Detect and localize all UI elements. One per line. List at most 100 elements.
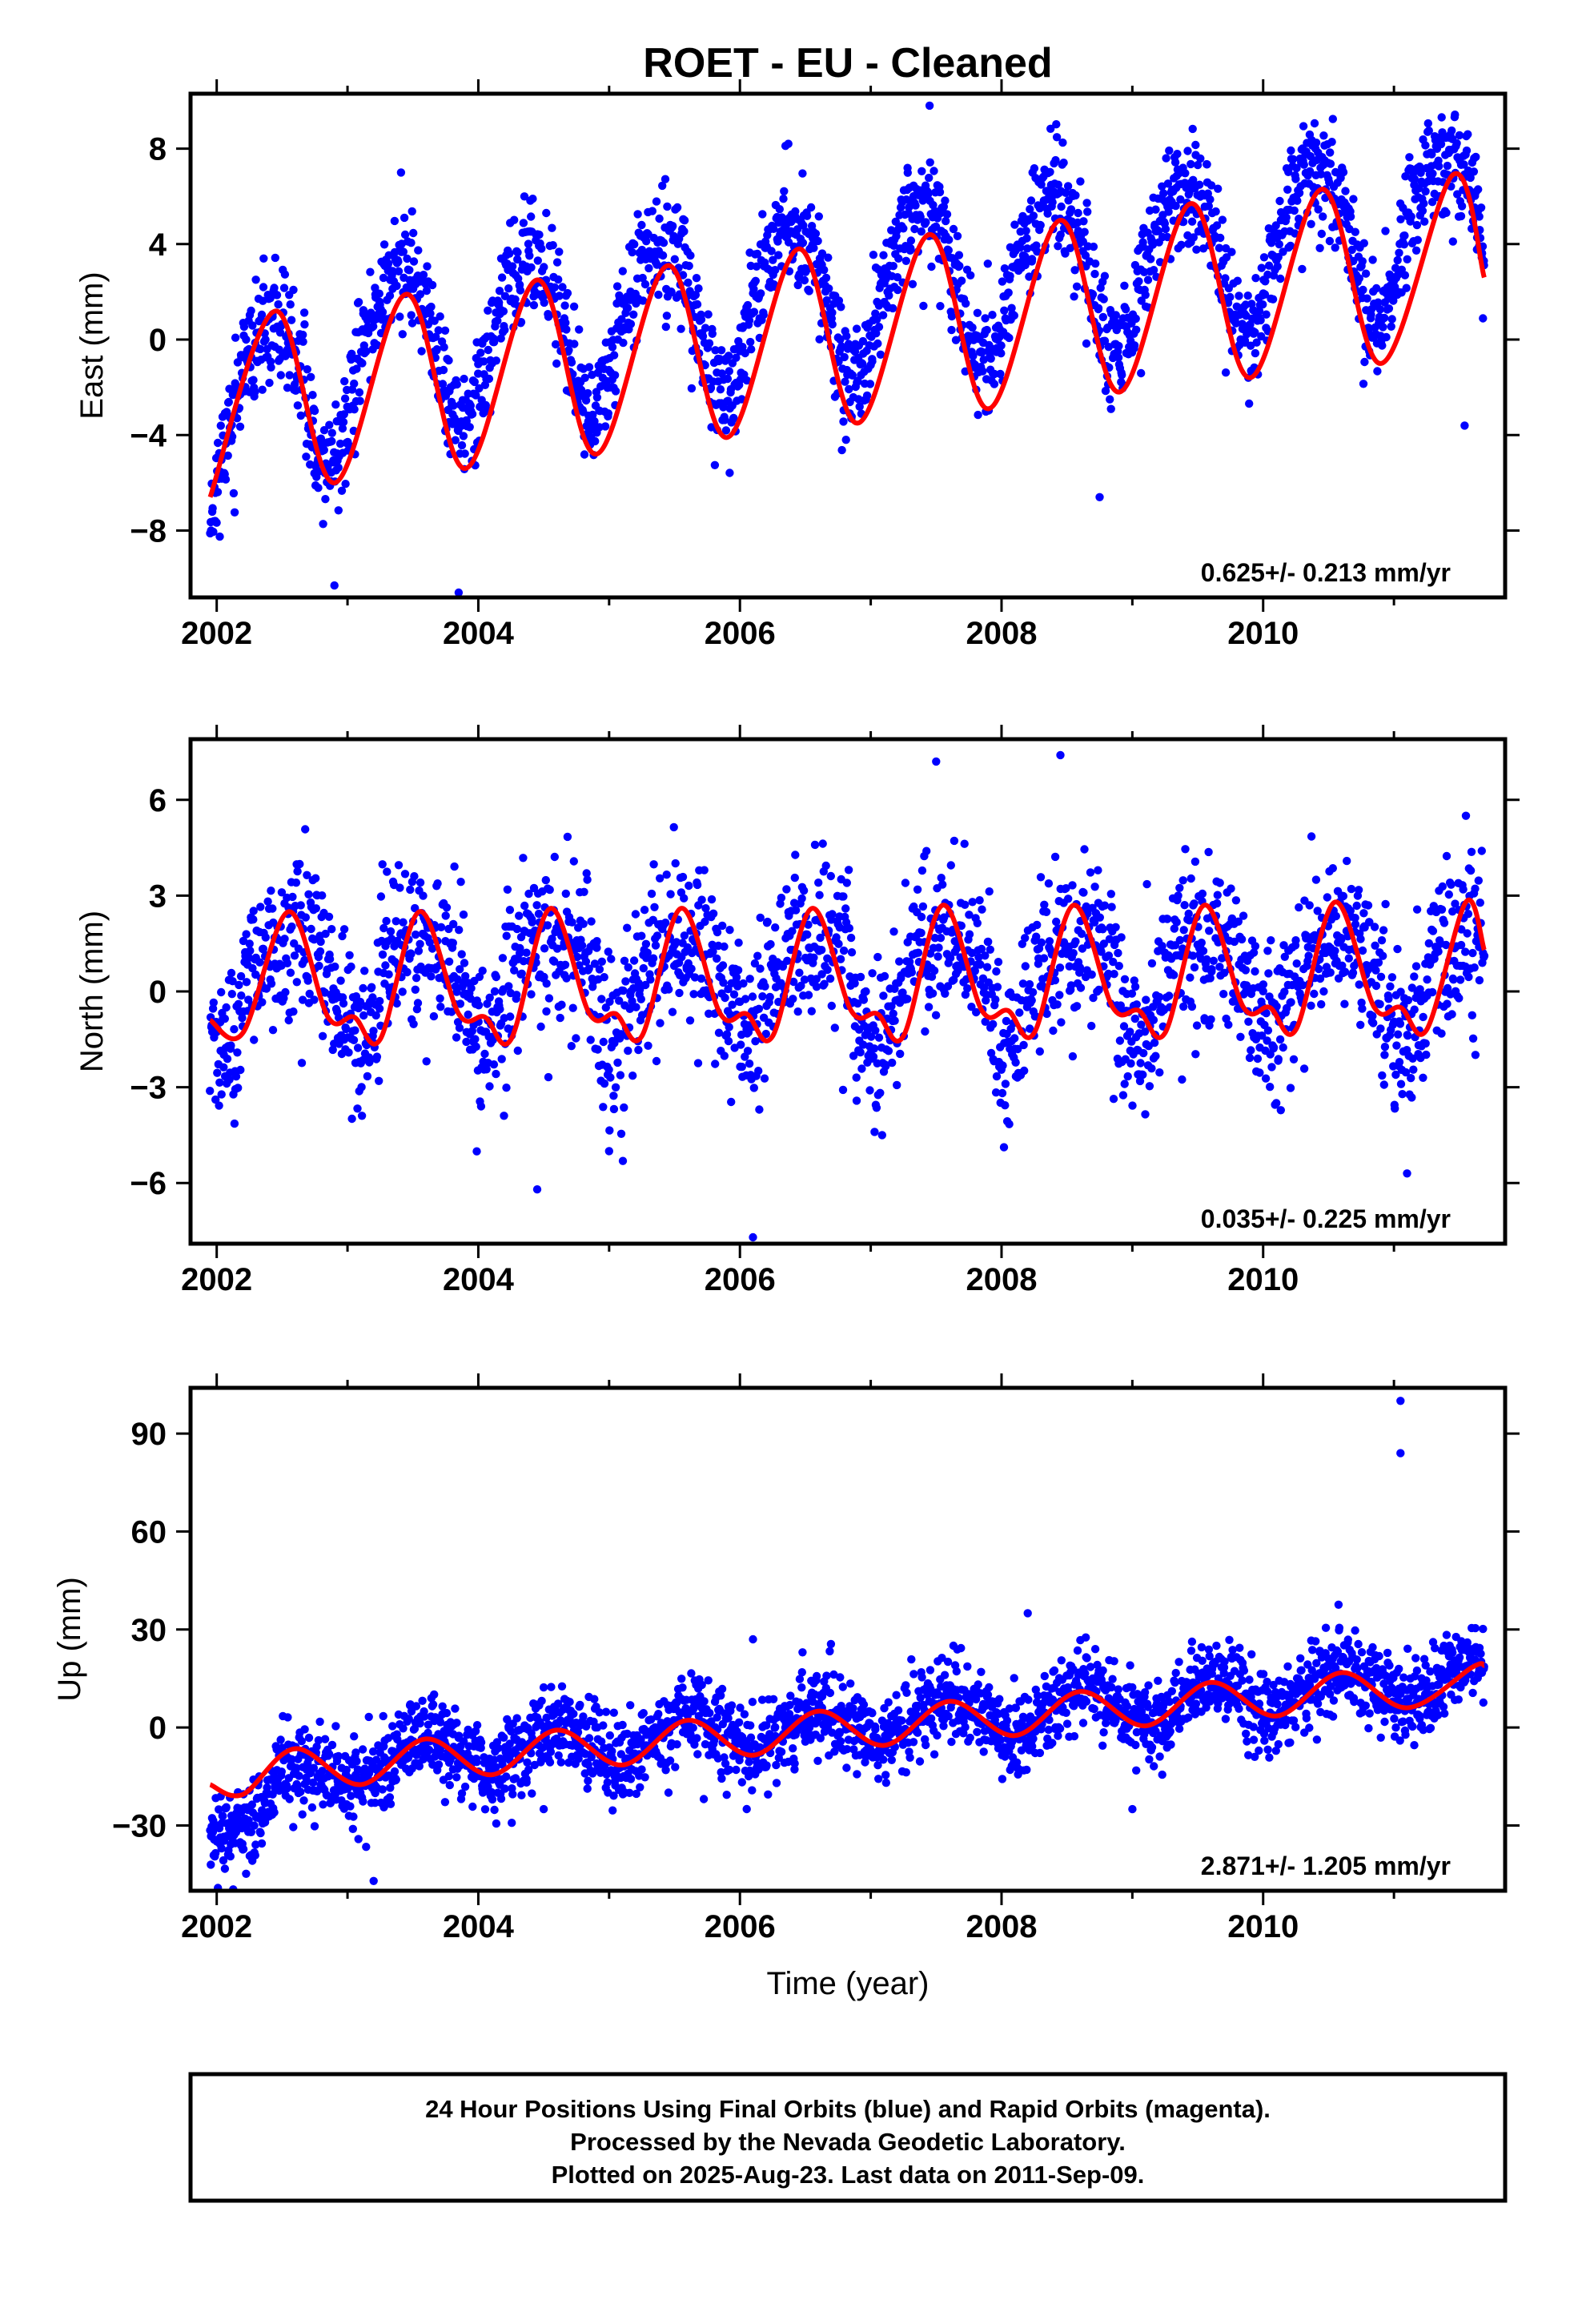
north-point — [1463, 929, 1472, 938]
north-point — [208, 1004, 218, 1013]
east-point — [555, 247, 564, 256]
north-point — [893, 1080, 901, 1090]
east-point — [213, 438, 223, 448]
east-point — [1349, 195, 1358, 203]
up-point — [299, 1796, 308, 1805]
east-point — [1299, 160, 1309, 169]
north-point — [1128, 1101, 1137, 1110]
north-point — [846, 933, 856, 943]
north-point — [618, 1156, 628, 1165]
north-point — [1219, 990, 1228, 999]
up-point — [247, 1800, 256, 1809]
east-point — [379, 240, 389, 249]
east-point — [436, 312, 444, 321]
east-outlier-point — [330, 581, 339, 590]
east-point — [893, 273, 902, 282]
east-point — [527, 263, 536, 272]
east-point — [1191, 140, 1200, 150]
east-rate-label: 0.625+/- 0.213 mm/yr — [1201, 558, 1451, 587]
north-point — [552, 944, 562, 953]
east-point — [1405, 153, 1414, 162]
east-point — [1346, 212, 1355, 221]
east-point — [973, 308, 982, 317]
north-point — [1363, 901, 1373, 910]
north-point — [1331, 911, 1341, 921]
east-point — [858, 336, 868, 346]
north-point — [1419, 1012, 1427, 1022]
east-point — [286, 300, 295, 309]
north-point — [1392, 1041, 1401, 1050]
north-point — [1127, 989, 1137, 998]
east-point — [1054, 180, 1063, 189]
up-point — [319, 1800, 327, 1809]
north-point — [907, 968, 917, 977]
north-point — [888, 1058, 897, 1068]
north-point — [611, 1083, 620, 1092]
east-point — [408, 319, 417, 328]
east-point — [1359, 285, 1367, 295]
north-point — [941, 989, 950, 999]
north-point — [1251, 942, 1260, 951]
north-point — [311, 904, 320, 913]
north-point — [756, 913, 765, 923]
north-point — [647, 889, 656, 899]
north-point — [992, 1072, 1002, 1081]
north-point — [789, 977, 798, 987]
north-point — [605, 1126, 614, 1135]
north-point — [1419, 1073, 1427, 1083]
east-point — [1359, 239, 1369, 247]
north-point — [1170, 971, 1178, 979]
north-point — [235, 980, 243, 990]
east-point — [319, 520, 327, 529]
east-point — [1379, 323, 1387, 332]
east-point — [340, 376, 349, 386]
east-point — [1206, 195, 1215, 204]
north-point — [1443, 999, 1452, 1008]
north-point — [793, 1007, 802, 1016]
north-point — [720, 1051, 729, 1060]
north-point — [414, 947, 424, 955]
up-point — [256, 1828, 265, 1838]
east-point — [662, 312, 672, 320]
north-point — [1428, 927, 1438, 935]
east-point — [1091, 259, 1100, 268]
north-point — [637, 931, 646, 940]
east-point — [302, 452, 311, 461]
east-point — [575, 325, 584, 334]
north-point — [967, 1003, 976, 1011]
north-point — [640, 906, 649, 915]
north-point — [600, 1079, 609, 1088]
north-point — [974, 953, 983, 962]
north-point — [462, 1037, 471, 1047]
east-point — [247, 306, 255, 316]
north-point — [1191, 857, 1200, 866]
north-point — [913, 885, 922, 895]
north-point — [1154, 992, 1164, 1002]
east-point — [1089, 242, 1098, 251]
north-point — [732, 973, 741, 982]
east-point — [1407, 212, 1415, 221]
north-point — [227, 1041, 235, 1050]
north-point — [859, 995, 869, 1004]
north-point — [411, 930, 420, 939]
north-point — [1188, 951, 1198, 960]
north-point — [1100, 901, 1110, 910]
east-point — [434, 326, 443, 335]
north-point — [1209, 956, 1219, 966]
north-point — [745, 1059, 754, 1068]
east-point — [845, 384, 853, 394]
east-point — [540, 298, 548, 308]
north-point — [1356, 935, 1365, 943]
north-point — [429, 1011, 439, 1021]
up-point — [251, 1851, 259, 1860]
east-point — [1007, 304, 1016, 312]
east-point — [1083, 207, 1092, 216]
east-point — [942, 210, 952, 219]
north-point — [709, 909, 718, 919]
north-point — [1455, 994, 1464, 1003]
north-point — [853, 999, 862, 1008]
north-point — [456, 965, 464, 974]
north-point — [826, 871, 836, 881]
east-point — [837, 303, 845, 312]
east-point — [663, 202, 672, 211]
